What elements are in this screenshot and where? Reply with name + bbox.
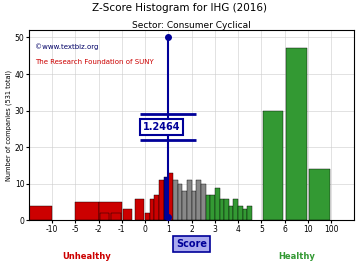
Bar	[224, 198, 229, 221]
Bar	[168, 173, 173, 221]
Bar	[135, 198, 144, 221]
Bar	[111, 213, 121, 221]
Title: Sector: Consumer Cyclical: Sector: Consumer Cyclical	[132, 21, 251, 30]
Text: Healthy: Healthy	[278, 252, 315, 261]
Text: ©www.textbiz.org: ©www.textbiz.org	[35, 43, 99, 50]
Bar	[182, 191, 187, 221]
Bar	[215, 188, 220, 221]
Bar	[220, 198, 224, 221]
X-axis label: Score: Score	[176, 239, 207, 249]
Bar	[247, 206, 252, 221]
Text: Z-Score Histogram for IHG (2016): Z-Score Histogram for IHG (2016)	[93, 3, 267, 13]
Bar	[150, 198, 154, 221]
Bar	[196, 180, 201, 221]
Bar	[201, 184, 206, 221]
Bar	[159, 180, 164, 221]
Text: 1.2464: 1.2464	[143, 122, 180, 132]
Bar	[192, 191, 196, 221]
Bar	[75, 202, 99, 221]
Bar	[238, 206, 243, 221]
Bar	[177, 184, 182, 221]
Bar	[29, 206, 52, 221]
Bar	[164, 177, 168, 221]
Bar	[206, 195, 210, 221]
Bar	[243, 210, 247, 221]
Bar	[234, 198, 238, 221]
Bar	[123, 210, 132, 221]
Text: Unhealthy: Unhealthy	[63, 252, 111, 261]
Bar	[145, 213, 150, 221]
Bar	[309, 169, 330, 221]
Bar	[262, 111, 283, 221]
Bar	[187, 180, 192, 221]
Bar	[210, 195, 215, 221]
Y-axis label: Number of companies (531 total): Number of companies (531 total)	[5, 70, 12, 181]
Text: The Research Foundation of SUNY: The Research Foundation of SUNY	[35, 59, 154, 65]
Bar	[100, 213, 109, 221]
Bar	[286, 48, 307, 221]
Bar	[154, 195, 159, 221]
Bar	[173, 180, 177, 221]
Bar	[229, 206, 234, 221]
Bar	[99, 202, 122, 221]
